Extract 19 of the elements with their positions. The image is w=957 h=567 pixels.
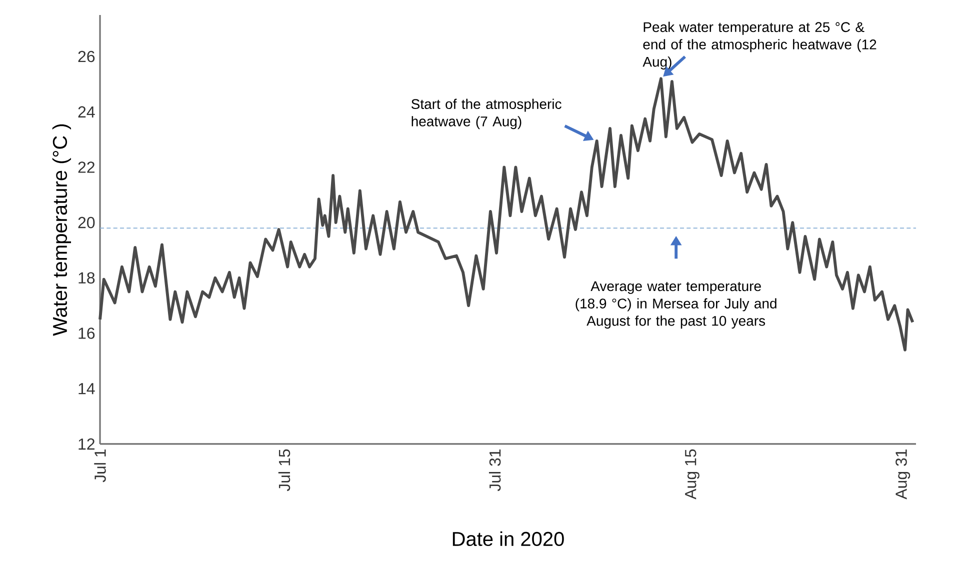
y-tick-label: 20 — [78, 216, 95, 228]
y-tick-label: 16 — [78, 328, 95, 339]
x-tick-label: Jul 1 — [94, 450, 106, 482]
y-tick-label: 14 — [78, 383, 95, 394]
annotation: Average water temperature (18.9 °C) in Mersea for July and August for the past 10 years — [576, 281, 776, 329]
y-tick-label: 12 — [78, 438, 94, 450]
x-tick-label: Aug 31 — [896, 450, 910, 500]
y-tick-label: 18 — [78, 272, 95, 284]
y-tick-label: 26 — [78, 50, 95, 62]
x-tick-label: Jul 15 — [278, 449, 290, 492]
y-tick-label: 22 — [78, 162, 94, 173]
x-tick-label: Jul 31 — [488, 450, 501, 492]
y-axis-title: Water temperature (°C ) — [52, 124, 72, 336]
x-axis-title: Date in 2020 — [452, 531, 564, 546]
y-tick-label: 24 — [78, 106, 95, 118]
x-tick-label: Aug 15 — [685, 449, 700, 500]
annotation: Start of the atmospheric heatwave (7 Aug) — [411, 98, 562, 130]
annotation: Peak water temperature at 25 °C & end of the atmospheric heatwave (12 Aug) — [642, 22, 876, 70]
line-series — [98, 77, 914, 352]
